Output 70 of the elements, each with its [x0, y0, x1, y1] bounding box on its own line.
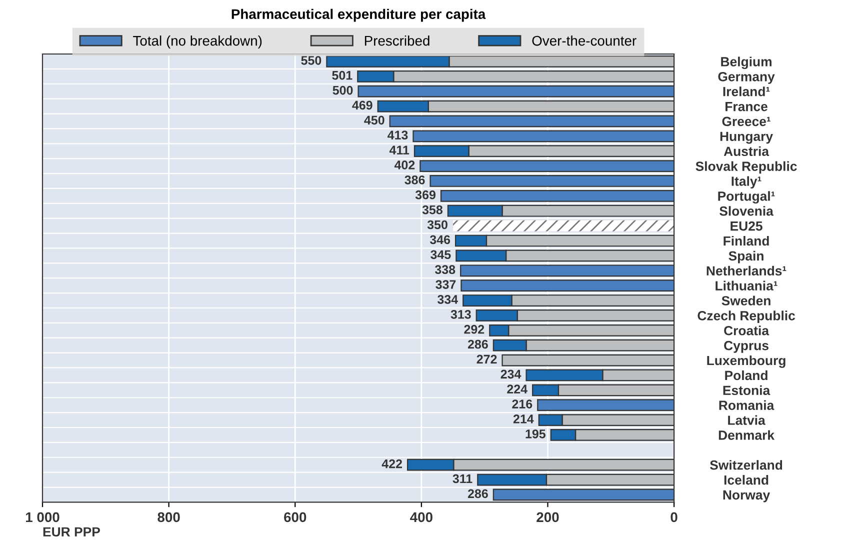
y-tick-label: Iceland — [724, 475, 768, 485]
y-tick-label: Cyprus — [724, 340, 768, 353]
x-tick-label: 400 — [410, 512, 432, 522]
total-label: 224 — [507, 384, 528, 394]
y-tick-label: Finland — [724, 236, 769, 246]
x-tick-label: 1 000 — [26, 512, 60, 522]
total-label: 338 — [434, 265, 456, 274]
y-tick-label: Greece¹ — [722, 116, 770, 126]
total-label: 334 — [437, 295, 458, 304]
y-tick-label: Romania — [719, 400, 774, 410]
total-label: 234 — [500, 370, 522, 379]
total-label: 500 — [332, 86, 353, 95]
total-label: 311 — [452, 474, 472, 484]
total-label: 195 — [526, 429, 546, 438]
y-tick-label: Italy¹ — [732, 176, 762, 189]
y-tick-label: Slovenia — [720, 206, 774, 216]
total-label: 345 — [430, 250, 451, 260]
y-tick-label: Germany — [718, 72, 775, 84]
y-tick-label: Lithuania¹ — [716, 280, 778, 290]
x-tick-label: 600 — [284, 512, 306, 522]
total-label: 469 — [352, 100, 372, 110]
x-tick-label: 800 — [158, 512, 180, 522]
y-tick-label: Latvia — [728, 415, 766, 425]
y-tick-label: Spain — [728, 250, 764, 264]
y-tick-label: Norway — [723, 490, 770, 502]
total-label: 214 — [513, 414, 534, 424]
x-tick-label: 0 — [670, 512, 678, 522]
legend-label: Over-the-counter — [532, 35, 636, 46]
y-tick-label: Ireland¹ — [723, 86, 770, 96]
total-label: 292 — [464, 324, 484, 334]
total-label: 369 — [415, 190, 436, 200]
y-tick-label: Luxembourg — [707, 355, 786, 368]
legend-label: Prescribed — [364, 35, 430, 46]
total-label: 313 — [450, 310, 471, 319]
total-label: 337 — [436, 280, 456, 289]
y-tick-label: Switzerland — [710, 460, 782, 470]
y-tick-label: Sweden — [722, 296, 770, 306]
y-tick-label: Portugal¹ — [718, 191, 775, 204]
total-label: 346 — [430, 235, 450, 244]
total-label: 413 — [388, 130, 408, 140]
chart-title: Pharmaceutical expenditure per capita — [232, 8, 486, 22]
y-tick-label: France — [726, 102, 768, 112]
total-label: 422 — [382, 459, 402, 468]
total-label: 358 — [422, 205, 443, 214]
y-tick-label: Slovak Republic — [696, 161, 797, 174]
x-axis-title: EUR PPP — [43, 527, 100, 537]
x-tick-label: 200 — [536, 512, 559, 522]
y-tick-label: Czech Republic — [698, 310, 796, 323]
y-tick-label: Estonia — [723, 385, 770, 396]
total-label: 286 — [468, 340, 488, 349]
y-tick-label: Belgium — [721, 56, 772, 70]
y-tick-label: Hungary — [720, 132, 773, 144]
total-label: 402 — [394, 160, 415, 170]
y-tick-label: Denmark — [718, 430, 775, 440]
total-label: 501 — [332, 70, 352, 80]
total-label: 550 — [301, 56, 322, 65]
y-tick-label: Poland — [725, 370, 768, 380]
y-tick-label: EU25 — [730, 221, 762, 231]
total-label: 216 — [512, 400, 532, 408]
y-tick-label: Croatia — [724, 326, 770, 336]
y-tick-label: Netherlands¹ — [706, 266, 786, 276]
total-label: 272 — [476, 354, 497, 364]
total-label: 450 — [364, 116, 384, 125]
total-label: 286 — [468, 489, 488, 498]
bar — [453, 220, 674, 232]
total-label: 411 — [389, 146, 410, 154]
total-label: 386 — [404, 175, 425, 184]
y-tick-label: Austria — [724, 146, 770, 156]
legend-label: Total (no breakdown) — [133, 35, 262, 48]
total-label: 350 — [427, 220, 448, 230]
